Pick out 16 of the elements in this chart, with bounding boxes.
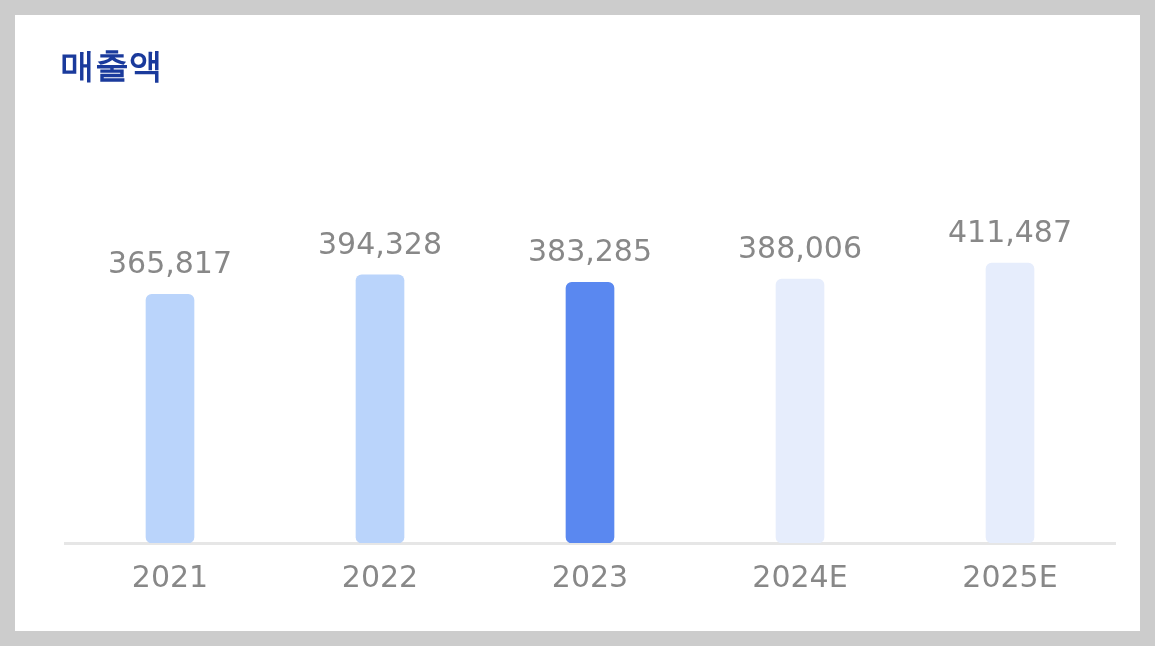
x-tick-label: 2023 bbox=[551, 558, 629, 594]
bar bbox=[565, 282, 615, 543]
bar bbox=[355, 274, 405, 543]
x-tick-label: 2024E bbox=[752, 558, 848, 594]
data-label: 411,487 bbox=[947, 213, 1073, 249]
data-label: 365,817 bbox=[107, 245, 233, 281]
bar bbox=[775, 278, 825, 543]
bar bbox=[145, 293, 195, 543]
chart-title: 매출액 bbox=[61, 44, 163, 87]
x-tick-label: 2025E bbox=[962, 558, 1058, 594]
x-tick-label: 2022 bbox=[341, 558, 419, 594]
x-tick-label: 2021 bbox=[131, 558, 209, 594]
data-label: 394,328 bbox=[317, 225, 443, 261]
bar bbox=[985, 262, 1035, 543]
data-label: 388,006 bbox=[737, 229, 863, 265]
data-label: 383,285 bbox=[527, 233, 653, 269]
